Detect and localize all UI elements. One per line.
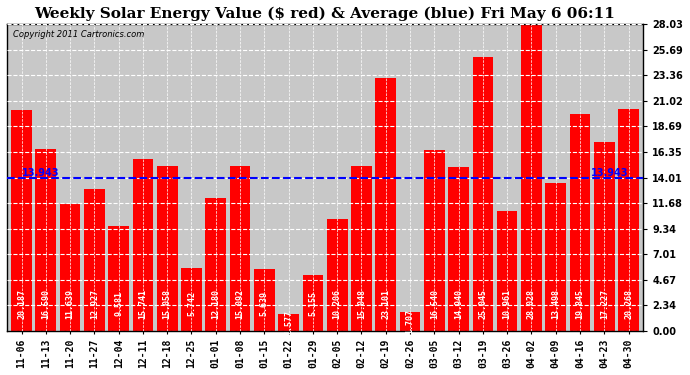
Bar xyxy=(497,211,518,331)
Text: 11.639: 11.639 xyxy=(66,289,75,319)
Bar xyxy=(545,183,566,331)
Text: 25.045: 25.045 xyxy=(478,289,487,319)
Text: 1.577: 1.577 xyxy=(284,310,293,335)
Text: 13.498: 13.498 xyxy=(551,289,560,319)
Text: 13.943: 13.943 xyxy=(21,168,59,178)
Bar xyxy=(375,78,396,331)
Text: 20.268: 20.268 xyxy=(624,289,633,319)
Text: 15.058: 15.058 xyxy=(163,289,172,319)
Text: 13.943: 13.943 xyxy=(591,168,629,178)
Text: 15.048: 15.048 xyxy=(357,289,366,319)
Bar xyxy=(11,110,32,331)
Bar xyxy=(351,166,372,331)
Bar xyxy=(35,149,56,331)
Text: 5.155: 5.155 xyxy=(308,291,317,316)
Bar xyxy=(254,269,275,331)
Text: 12.927: 12.927 xyxy=(90,289,99,319)
Bar xyxy=(181,268,201,331)
Text: 5.639: 5.639 xyxy=(260,291,269,316)
Text: 15.092: 15.092 xyxy=(235,289,244,319)
Text: 16.590: 16.590 xyxy=(41,289,50,319)
Bar xyxy=(618,109,639,331)
Bar xyxy=(60,204,81,331)
Bar xyxy=(278,314,299,331)
Text: 14.940: 14.940 xyxy=(454,289,463,319)
Text: 10.961: 10.961 xyxy=(503,289,512,319)
Bar xyxy=(84,189,105,331)
Text: 23.101: 23.101 xyxy=(382,289,391,319)
Bar xyxy=(132,159,153,331)
Bar xyxy=(424,150,444,331)
Text: 19.845: 19.845 xyxy=(575,289,584,319)
Text: 15.741: 15.741 xyxy=(139,289,148,319)
Bar xyxy=(206,198,226,331)
Bar xyxy=(400,312,420,331)
Bar xyxy=(473,57,493,331)
Text: 12.180: 12.180 xyxy=(211,289,220,319)
Bar xyxy=(594,142,615,331)
Title: Weekly Solar Energy Value ($ red) & Average (blue) Fri May 6 06:11: Weekly Solar Energy Value ($ red) & Aver… xyxy=(34,7,615,21)
Text: 20.187: 20.187 xyxy=(17,289,26,319)
Bar xyxy=(570,114,591,331)
Bar xyxy=(108,226,129,331)
Bar xyxy=(327,219,348,331)
Bar xyxy=(448,167,469,331)
Text: 17.227: 17.227 xyxy=(600,289,609,319)
Bar xyxy=(230,166,250,331)
Text: 9.581: 9.581 xyxy=(114,291,123,316)
Text: 10.206: 10.206 xyxy=(333,289,342,319)
Bar xyxy=(303,274,323,331)
Text: 16.540: 16.540 xyxy=(430,289,439,319)
Text: 5.742: 5.742 xyxy=(187,291,196,316)
Text: 28.028: 28.028 xyxy=(527,289,536,319)
Text: Copyright 2011 Cartronics.com: Copyright 2011 Cartronics.com xyxy=(13,30,145,39)
Bar xyxy=(521,24,542,331)
Bar xyxy=(157,166,177,331)
Text: 1.707: 1.707 xyxy=(406,309,415,334)
